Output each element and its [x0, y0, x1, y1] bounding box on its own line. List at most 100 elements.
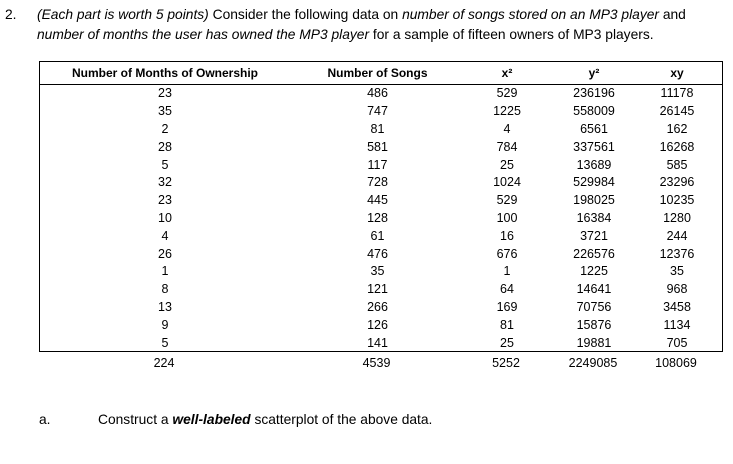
- text-segment: for a sample of fifteen owners of MP3 pl…: [369, 26, 654, 42]
- table-cell: 486: [367, 86, 388, 101]
- column-header: x²: [501, 65, 513, 80]
- totals-cell: 5252: [492, 356, 520, 371]
- table-cell: 13: [158, 299, 172, 314]
- table-cell: 236196: [573, 86, 615, 101]
- table-cell: 968: [666, 282, 688, 297]
- table-cell: 337561: [573, 139, 615, 154]
- table-cell: 1280: [663, 210, 691, 225]
- table-cell: 117: [367, 157, 388, 172]
- text-segment: well-labeled: [172, 412, 251, 428]
- table-cell: 4: [161, 228, 169, 243]
- table-cell: 16: [500, 228, 514, 243]
- table-cell: 581: [367, 139, 388, 154]
- table-cell: 128: [367, 210, 388, 225]
- table-cell: 10235: [659, 193, 695, 208]
- table-cell: 121: [367, 282, 388, 297]
- table-cell: 676: [496, 246, 518, 261]
- table-cell: 529: [496, 86, 518, 101]
- table-cell: 226576: [573, 246, 615, 261]
- problem-text: (Each part is worth 5 points) Consider t…: [37, 5, 729, 44]
- column-header: Number of Songs: [327, 65, 428, 80]
- table-cell: 61: [370, 228, 385, 243]
- table-cell: 126: [367, 317, 388, 332]
- table-cell: 9: [161, 317, 169, 332]
- table-body: 23 486 529 236196 11178 35 747 1225 558009 26145 2…: [40, 85, 722, 352]
- table-cell: 15876: [576, 317, 612, 332]
- table-box: Number of Months of Ownership Number of S…: [39, 61, 723, 353]
- text-segment: number of songs stored on an MP3 player: [402, 7, 659, 22]
- table-cell: 32: [158, 175, 172, 190]
- table-cell: 445: [367, 193, 388, 208]
- table-cell: 10: [158, 210, 172, 225]
- table-cell: 198025: [573, 193, 615, 208]
- table-row: 4 61 16 3721 244: [40, 227, 722, 245]
- table-cell: 558009: [573, 104, 615, 119]
- table-cell: 1: [503, 264, 511, 279]
- table-cell: 81: [370, 121, 385, 136]
- table-cell: 169: [496, 299, 518, 314]
- table-cell: 585: [666, 157, 688, 172]
- table-header-row: Number of Months of Ownership Number of S…: [40, 62, 722, 85]
- data-table: Number of Months of Ownership Number of S…: [39, 61, 723, 374]
- table-row: 1 35 1 1225 35: [40, 262, 722, 280]
- totals-cell: 224: [153, 356, 175, 371]
- text-segment: number of months the user has owned the …: [37, 26, 370, 42]
- table-cell: 1: [161, 264, 169, 279]
- table-cell: 3721: [580, 228, 608, 243]
- table-row: 23 486 529 236196 11178: [40, 85, 722, 103]
- problem-statement: 2. (Each part is worth 5 points) Conside…: [0, 0, 733, 44]
- table-cell: 16268: [659, 139, 695, 154]
- table-totals-row: 224 4539 5252 2249085 108069: [39, 352, 723, 374]
- table-cell: 705: [666, 335, 688, 350]
- table-cell: 4: [503, 121, 511, 136]
- column-header: xy: [670, 65, 684, 80]
- table-row: 9 126 81 15876 1134: [40, 316, 722, 334]
- table-cell: 14641: [576, 282, 612, 297]
- text-segment: scatterplot of the above data.: [250, 412, 433, 428]
- table-row: 5 141 25 19881 705: [40, 334, 722, 352]
- table-cell: 2: [161, 121, 169, 136]
- table-cell: 26145: [659, 104, 695, 119]
- table-row: 8 121 64 14641 968: [40, 280, 722, 298]
- table-cell: 266: [367, 299, 388, 314]
- table-cell: 25: [500, 335, 514, 350]
- totals-cell: 2249085: [568, 356, 618, 371]
- table-row: 35 747 1225 558009 26145: [40, 102, 722, 120]
- table-cell: 23: [158, 193, 172, 208]
- table-cell: 11178: [660, 86, 694, 101]
- table-row: 5 117 25 13689 585: [40, 156, 722, 174]
- table-cell: 35: [670, 264, 684, 279]
- problem-number: 2.: [5, 7, 17, 22]
- totals-cell: 4539: [362, 356, 391, 371]
- table-cell: 28: [158, 139, 172, 154]
- part-a-text: Construct a well-labeled scatterplot of …: [98, 412, 432, 427]
- table-cell: 529: [496, 193, 518, 208]
- table-cell: 5: [161, 335, 169, 350]
- table-row: 10 128 100 16384 1280: [40, 209, 722, 227]
- table-cell: 16384: [576, 210, 612, 225]
- table-cell: 529984: [573, 175, 615, 190]
- table-row: 2 81 4 6561 162: [40, 120, 722, 138]
- table-cell: 728: [367, 175, 388, 190]
- table-cell: 6561: [580, 121, 608, 136]
- part-a-label: a.: [39, 412, 51, 428]
- text-segment: and: [658, 7, 686, 22]
- table-cell: 35: [158, 104, 172, 119]
- part-a: a. Construct a well-labeled scatterplot …: [39, 412, 733, 427]
- table-row: 32 728 1024 529984 23296: [40, 173, 722, 191]
- table-cell: 1134: [663, 317, 691, 332]
- table-cell: 13689: [576, 157, 612, 172]
- column-header: Number of Months of Ownership: [72, 65, 258, 80]
- table-cell: 1024: [493, 175, 521, 190]
- table-cell: 1225: [493, 104, 521, 119]
- table-cell: 35: [370, 264, 385, 279]
- table-cell: 12376: [659, 246, 695, 261]
- table-cell: 1225: [580, 264, 608, 279]
- table-cell: 244: [666, 228, 688, 243]
- table-cell: 23296: [659, 175, 695, 190]
- table-cell: 19881: [576, 335, 612, 350]
- table-cell: 476: [367, 246, 388, 261]
- column-header: y²: [588, 65, 600, 80]
- table-row: 23 445 529 198025 10235: [40, 191, 722, 209]
